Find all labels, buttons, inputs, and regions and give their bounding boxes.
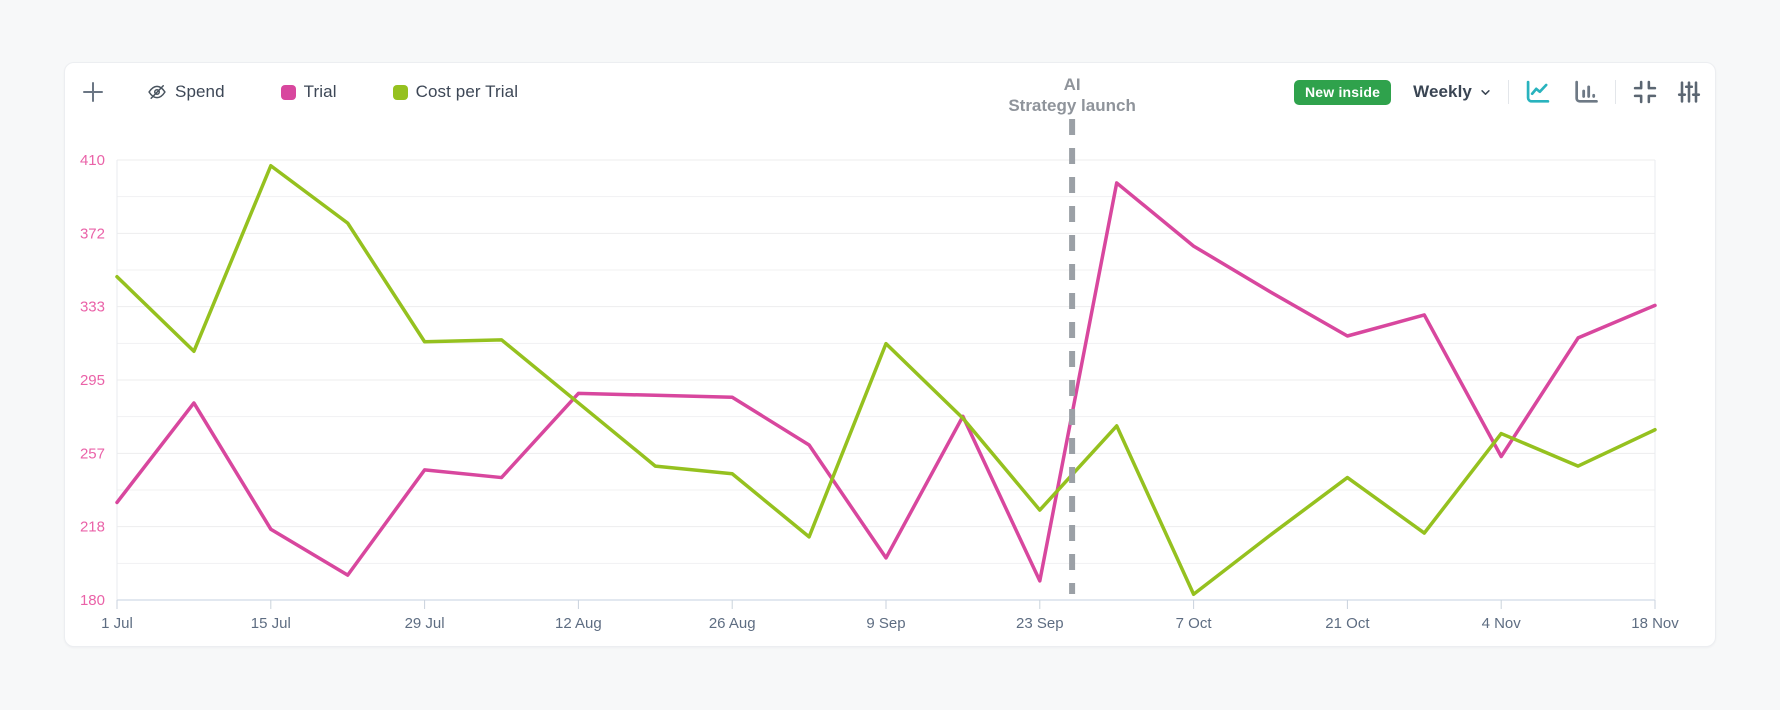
y-axis-tick-label: 180 xyxy=(80,592,105,609)
legend-item-spend[interactable]: Spend xyxy=(147,82,225,102)
y-axis-tick-label: 257 xyxy=(80,445,105,462)
period-dropdown[interactable]: Weekly xyxy=(1413,82,1493,102)
x-axis-tick-label: 4 Nov xyxy=(1482,615,1522,632)
y-axis-tick-label: 372 xyxy=(80,225,105,242)
chart-toolbar: Spend Trial Cost per Trial New inside We… xyxy=(79,75,1703,109)
toolbar-divider xyxy=(1508,80,1509,104)
legend-label: Spend xyxy=(175,82,225,101)
x-axis-tick-label: 21 Oct xyxy=(1325,615,1370,632)
x-axis-tick-label: 7 Oct xyxy=(1176,615,1213,632)
legend-label: Trial xyxy=(303,82,337,101)
toolbar-divider xyxy=(1615,80,1616,104)
chart-card: Spend Trial Cost per Trial New inside We… xyxy=(64,62,1716,647)
new-inside-badge[interactable]: New inside xyxy=(1293,79,1392,105)
legend-item-trial[interactable]: Trial xyxy=(280,82,337,102)
chevron-down-icon xyxy=(1481,89,1490,95)
series-line-trial[interactable] xyxy=(115,181,1657,583)
x-axis-tick-label: 12 Aug xyxy=(555,615,602,632)
collapse-icon xyxy=(1633,80,1657,104)
cost-per-trial-swatch xyxy=(392,84,408,100)
eye-off-icon xyxy=(148,85,166,99)
chart-legend: Spend Trial Cost per Trial xyxy=(147,82,518,102)
legend-item-cost-per-trial[interactable]: Cost per Trial xyxy=(392,82,519,102)
collapse-button[interactable] xyxy=(1631,78,1659,106)
bar-chart-type-button[interactable] xyxy=(1572,78,1600,106)
add-metric-button[interactable] xyxy=(79,78,107,106)
chart-type-switch xyxy=(1524,78,1600,106)
plus-icon xyxy=(83,82,103,102)
line-chart-canvas[interactable]: 180 218 257 295 333 372 410 1 Jul 15 Jul 29 Jul 12… xyxy=(65,63,1715,646)
x-axis-tick-label: 1 Jul xyxy=(101,615,133,632)
x-axis-tick-label: 15 Jul xyxy=(251,615,291,632)
series-line-cost-per-trial[interactable] xyxy=(115,163,1657,597)
x-axis-tick-label: 18 Nov xyxy=(1631,615,1679,632)
y-axis-tick-label: 333 xyxy=(80,299,105,316)
y-axis-tick-label: 410 xyxy=(80,152,105,169)
x-axis-tick-label: 9 Sep xyxy=(866,615,905,632)
trial-swatch xyxy=(280,84,296,100)
x-axis-tick-label: 26 Aug xyxy=(709,615,756,632)
period-label: Weekly xyxy=(1413,82,1472,101)
tune-sliders-icon xyxy=(1677,81,1701,103)
legend-label: Cost per Trial xyxy=(415,82,519,101)
y-axis-tick-label: 218 xyxy=(80,519,105,536)
y-axis-tick-label: 295 xyxy=(80,372,105,389)
line-chart-icon xyxy=(1526,80,1550,103)
bar-chart-icon xyxy=(1575,80,1598,103)
line-chart-type-button[interactable] xyxy=(1524,78,1552,106)
x-axis-tick-label: 23 Sep xyxy=(1016,615,1064,632)
settings-button[interactable] xyxy=(1675,78,1703,106)
x-axis-tick-label: 29 Jul xyxy=(405,615,445,632)
